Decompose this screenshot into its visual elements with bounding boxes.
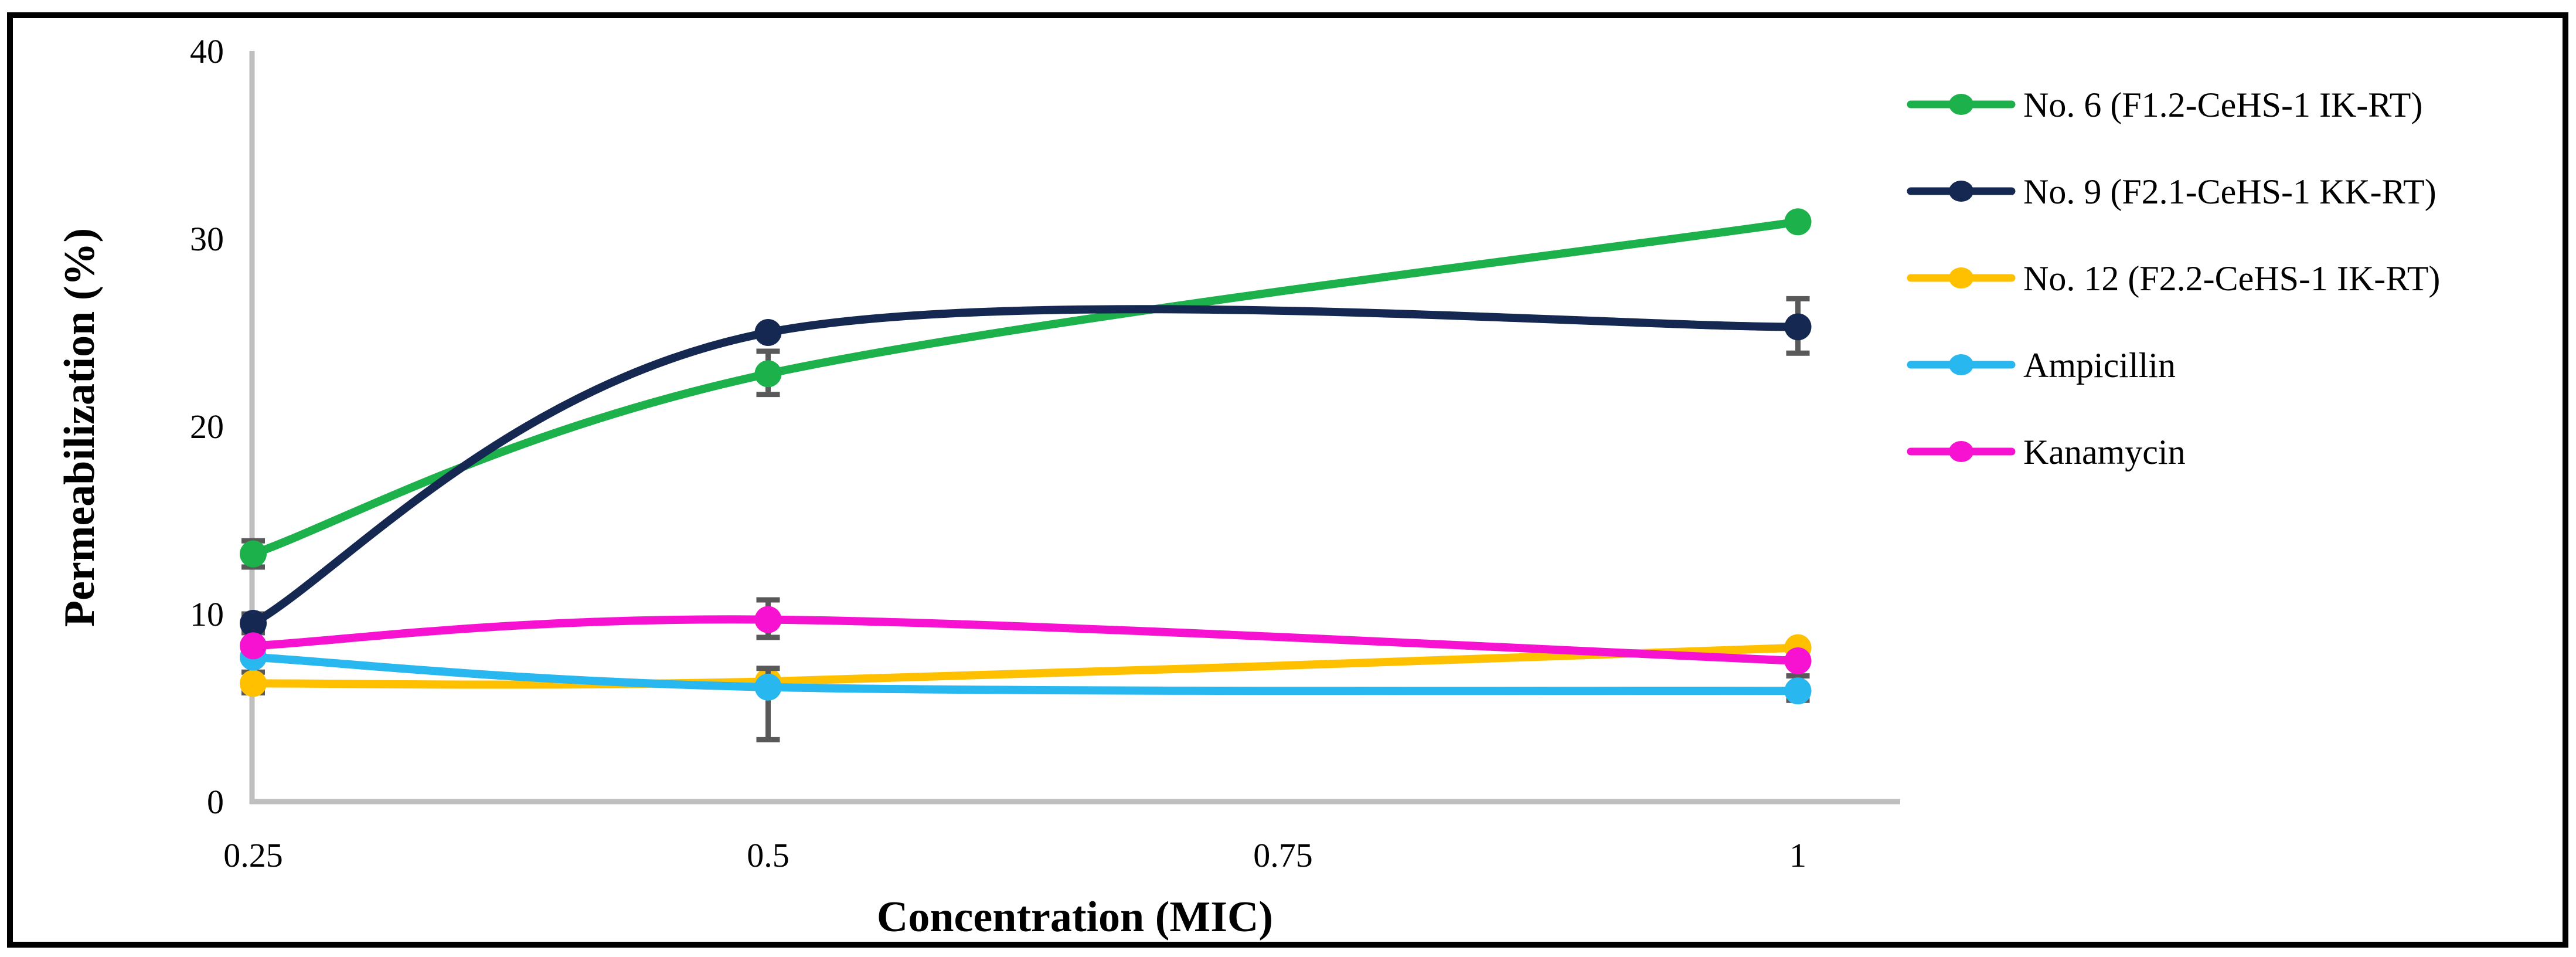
legend: No. 6 (F1.2-CeHS-1 IK-RT) No. 9 (F2.1-CeH… bbox=[1907, 86, 2440, 471]
figure-border bbox=[7, 12, 2568, 948]
legend-label: Ampicillin bbox=[2023, 346, 2176, 385]
data-point-marker bbox=[240, 632, 267, 660]
data-point-marker bbox=[240, 540, 267, 568]
series-line bbox=[249, 653, 1802, 695]
legend-item: No. 9 (F2.1-CeHS-1 KK-RT) bbox=[1907, 172, 2437, 211]
legend-label: No. 9 (F2.1-CeHS-1 KK-RT) bbox=[2023, 172, 2437, 211]
series-line bbox=[249, 643, 1802, 689]
y-tick-label: 10 bbox=[190, 595, 224, 633]
series-0 bbox=[240, 208, 1812, 570]
data-point-marker bbox=[1784, 677, 1812, 705]
x-tick-label: 1 bbox=[1789, 836, 1806, 874]
x-tick-label: 0.25 bbox=[223, 836, 283, 874]
data-point-marker bbox=[754, 606, 782, 633]
legend-label: No. 6 (F1.2-CeHS-1 IK-RT) bbox=[2023, 86, 2422, 124]
y-tick-label: 20 bbox=[190, 408, 224, 446]
series-3 bbox=[240, 643, 1812, 742]
series-line bbox=[249, 615, 1802, 665]
legend-label: Kanamycin bbox=[2023, 433, 2186, 471]
legend-marker bbox=[1949, 354, 1973, 375]
legend-marker bbox=[1949, 94, 1973, 115]
series-4 bbox=[240, 597, 1812, 674]
data-point-marker bbox=[1784, 208, 1812, 236]
legend-item: No. 12 (F2.2-CeHS-1 IK-RT) bbox=[1907, 259, 2440, 298]
x-tick-label: 0.75 bbox=[1253, 836, 1313, 874]
series-1 bbox=[240, 296, 1812, 637]
x-axis-title: Concentration (MIC) bbox=[877, 893, 1273, 941]
y-tick-label: 40 bbox=[190, 32, 224, 70]
y-axis-title: Permeabilization (%) bbox=[56, 228, 104, 627]
x-tick-label: 0.5 bbox=[747, 836, 790, 874]
legend-item: Ampicillin bbox=[1907, 346, 2176, 385]
legend-item: No. 6 (F1.2-CeHS-1 IK-RT) bbox=[1907, 86, 2422, 124]
legend-marker bbox=[1949, 267, 1973, 289]
data-point-marker bbox=[1784, 647, 1812, 674]
y-tick-label: 30 bbox=[190, 220, 224, 258]
series-line bbox=[249, 305, 1802, 627]
legend-label: No. 12 (F2.2-CeHS-1 IK-RT) bbox=[2023, 259, 2440, 298]
data-point-marker bbox=[754, 360, 782, 388]
data-point-marker bbox=[754, 673, 782, 701]
legend-item: Kanamycin bbox=[1907, 433, 2186, 471]
data-point-marker bbox=[754, 319, 782, 346]
legend-marker bbox=[1949, 441, 1973, 462]
series-line bbox=[249, 218, 1802, 558]
data-point-marker bbox=[240, 610, 267, 637]
legend-marker bbox=[1949, 181, 1973, 202]
y-tick-label: 0 bbox=[207, 783, 224, 821]
data-point-marker bbox=[240, 670, 267, 697]
data-point-marker bbox=[1784, 313, 1812, 341]
plot-area: 0 10 20 30 40 0.25 0.5 0.75 1 bbox=[190, 32, 1900, 874]
